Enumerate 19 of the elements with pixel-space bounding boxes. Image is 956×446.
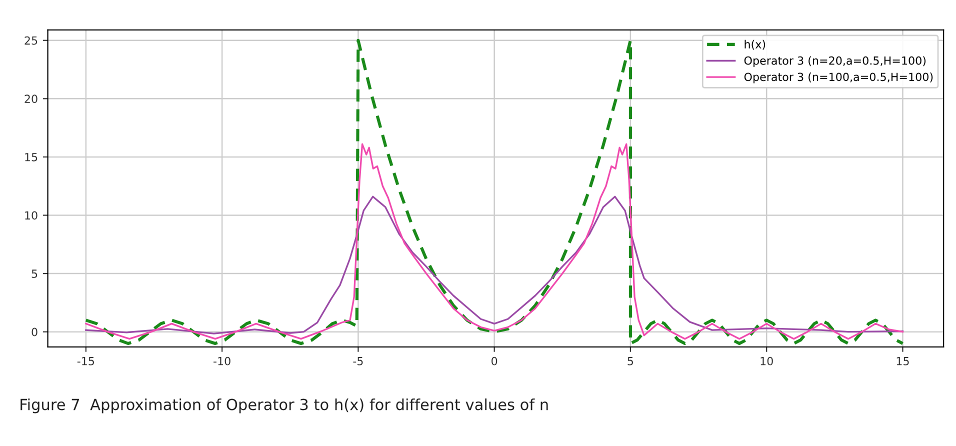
caption: Figure 7 Approximation of Operator 3 to h(x) for different values of n: [20, 398, 548, 414]
y-tick-label: 5: [32, 270, 38, 278]
y-tick-label: 25: [24, 36, 38, 45]
y-tick-label: 15: [25, 153, 38, 162]
x-tick-label: 10: [760, 356, 773, 366]
x-tick-label: -15: [77, 357, 94, 366]
x-tick-label: -10: [214, 356, 230, 366]
y-tick-label: 0: [32, 328, 38, 336]
line-series: [85, 143, 904, 340]
x-tick-label: 5: [628, 357, 634, 366]
legend-label: h(x): [744, 40, 766, 50]
line-series: [85, 196, 904, 334]
x-tick-label: 15: [896, 357, 909, 366]
y-tick-label: 20: [24, 94, 38, 104]
x-tick-label: -5: [353, 357, 363, 366]
legend-label: Operator 3 (n=100,a=0.5,H=100): [744, 72, 933, 84]
x-tick-label: 0: [492, 356, 498, 366]
y-tick-label: 10: [25, 211, 38, 220]
legend-label: Operator 3 (n=20,a=0.5,H=100): [744, 56, 926, 67]
